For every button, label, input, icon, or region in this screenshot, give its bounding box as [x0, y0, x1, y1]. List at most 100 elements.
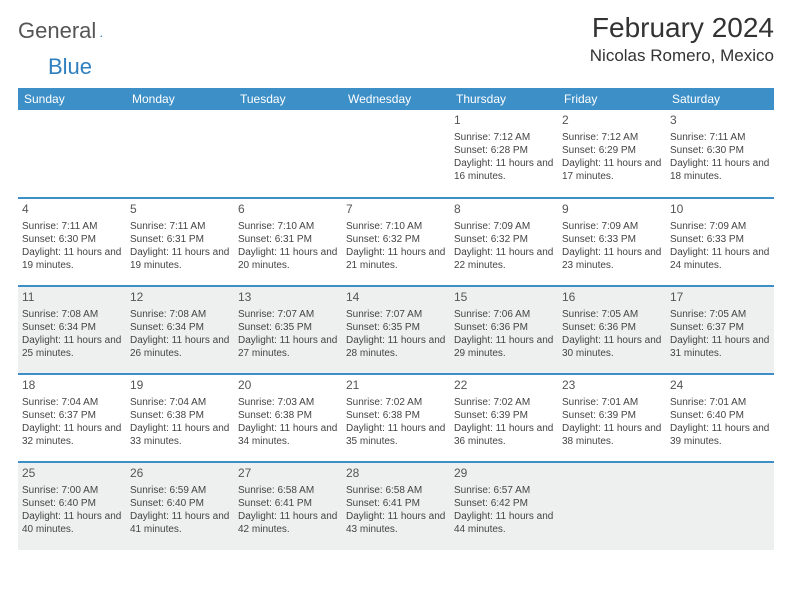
day-number: 25 — [22, 466, 122, 482]
sunset-text: Sunset: 6:36 PM — [454, 321, 554, 334]
daylight-text: Daylight: 11 hours and 29 minutes. — [454, 334, 554, 360]
daylight-text: Daylight: 11 hours and 20 minutes. — [238, 246, 338, 272]
sunset-text: Sunset: 6:37 PM — [22, 409, 122, 422]
daylight-text: Daylight: 11 hours and 21 minutes. — [346, 246, 446, 272]
calendar-cell — [342, 110, 450, 198]
daylight-text: Daylight: 11 hours and 26 minutes. — [130, 334, 230, 360]
sunrise-text: Sunrise: 7:09 AM — [670, 220, 770, 233]
weekday-header: Monday — [126, 88, 234, 110]
sunrise-text: Sunrise: 7:09 AM — [562, 220, 662, 233]
sunset-text: Sunset: 6:42 PM — [454, 497, 554, 510]
calendar-cell: 17Sunrise: 7:05 AMSunset: 6:37 PMDayligh… — [666, 286, 774, 374]
day-number: 9 — [562, 202, 662, 218]
calendar-cell: 11Sunrise: 7:08 AMSunset: 6:34 PMDayligh… — [18, 286, 126, 374]
day-number: 16 — [562, 290, 662, 306]
sunset-text: Sunset: 6:31 PM — [238, 233, 338, 246]
sunset-text: Sunset: 6:28 PM — [454, 144, 554, 157]
logo: General — [18, 18, 120, 44]
calendar-cell: 5Sunrise: 7:11 AMSunset: 6:31 PMDaylight… — [126, 198, 234, 286]
sunrise-text: Sunrise: 7:12 AM — [562, 131, 662, 144]
daylight-text: Daylight: 11 hours and 43 minutes. — [346, 510, 446, 536]
sunset-text: Sunset: 6:38 PM — [346, 409, 446, 422]
day-number: 5 — [130, 202, 230, 218]
sunrise-text: Sunrise: 6:58 AM — [238, 484, 338, 497]
calendar-row: 1 Sunrise: 7:12 AM Sunset: 6:28 PM Daylight… — [18, 110, 774, 198]
day-number: 14 — [346, 290, 446, 306]
sunset-text: Sunset: 6:32 PM — [346, 233, 446, 246]
daylight-text: Daylight: 11 hours and 42 minutes. — [238, 510, 338, 536]
daylight-text: Daylight: 11 hours and 31 minutes. — [670, 334, 770, 360]
sunrise-text: Sunrise: 7:01 AM — [670, 396, 770, 409]
daylight-text: Daylight: 11 hours and 30 minutes. — [562, 334, 662, 360]
sunset-text: Sunset: 6:40 PM — [130, 497, 230, 510]
sunrise-text: Sunrise: 7:07 AM — [238, 308, 338, 321]
daylight-text: Daylight: 11 hours and 38 minutes. — [562, 422, 662, 448]
day-number: 7 — [346, 202, 446, 218]
calendar-cell: 7 Sunrise: 7:10 AMSunset: 6:32 PMDaylight… — [342, 198, 450, 286]
daylight-text: Daylight: 11 hours and 35 minutes. — [346, 422, 446, 448]
daylight-text: Daylight: 11 hours and 41 minutes. — [130, 510, 230, 536]
sunset-text: Sunset: 6:38 PM — [130, 409, 230, 422]
daylight-text: Daylight: 11 hours and 34 minutes. — [238, 422, 338, 448]
sunrise-text: Sunrise: 7:10 AM — [238, 220, 338, 233]
calendar-cell: 29Sunrise: 6:57 AMSunset: 6:42 PMDayligh… — [450, 462, 558, 550]
calendar-cell: 23Sunrise: 7:01 AMSunset: 6:39 PMDayligh… — [558, 374, 666, 462]
day-number: 17 — [670, 290, 770, 306]
calendar-cell: 14Sunrise: 7:07 AMSunset: 6:35 PMDayligh… — [342, 286, 450, 374]
sunrise-text: Sunrise: 7:00 AM — [22, 484, 122, 497]
day-number: 26 — [130, 466, 230, 482]
calendar-cell: 22Sunrise: 7:02 AMSunset: 6:39 PMDayligh… — [450, 374, 558, 462]
calendar-cell — [18, 110, 126, 198]
calendar-cell: 20Sunrise: 7:03 AMSunset: 6:38 PMDayligh… — [234, 374, 342, 462]
day-number: 28 — [346, 466, 446, 482]
sunrise-text: Sunrise: 7:11 AM — [670, 131, 770, 144]
sunrise-text: Sunrise: 7:04 AM — [22, 396, 122, 409]
sunrise-text: Sunrise: 7:05 AM — [562, 308, 662, 321]
daylight-text: Daylight: 11 hours and 23 minutes. — [562, 246, 662, 272]
sunset-text: Sunset: 6:37 PM — [670, 321, 770, 334]
sunset-text: Sunset: 6:33 PM — [562, 233, 662, 246]
calendar-cell: 12Sunrise: 7:08 AMSunset: 6:34 PMDayligh… — [126, 286, 234, 374]
daylight-text: Daylight: 11 hours and 17 minutes. — [562, 157, 662, 183]
sunrise-text: Sunrise: 7:09 AM — [454, 220, 554, 233]
sunrise-text: Sunrise: 7:04 AM — [130, 396, 230, 409]
sail-icon — [100, 24, 102, 38]
daylight-text: Daylight: 11 hours and 25 minutes. — [22, 334, 122, 360]
sunrise-text: Sunrise: 7:02 AM — [346, 396, 446, 409]
calendar-cell: 4Sunrise: 7:11 AMSunset: 6:30 PMDaylight… — [18, 198, 126, 286]
month-title: February 2024 — [590, 12, 774, 44]
calendar-cell: 2Sunrise: 7:12 AMSunset: 6:29 PMDaylight… — [558, 110, 666, 198]
sunrise-text: Sunrise: 6:58 AM — [346, 484, 446, 497]
calendar-cell: 19Sunrise: 7:04 AMSunset: 6:38 PMDayligh… — [126, 374, 234, 462]
sunrise-text: Sunrise: 7:08 AM — [22, 308, 122, 321]
calendar-cell: 15Sunrise: 7:06 AMSunset: 6:36 PMDayligh… — [450, 286, 558, 374]
sunset-text: Sunset: 6:30 PM — [670, 144, 770, 157]
daylight-text: Daylight: 11 hours and 19 minutes. — [130, 246, 230, 272]
calendar-table: Sunday Monday Tuesday Wednesday Thursday… — [18, 88, 774, 550]
calendar-cell — [126, 110, 234, 198]
calendar-cell: 27Sunrise: 6:58 AMSunset: 6:41 PMDayligh… — [234, 462, 342, 550]
daylight-text: Daylight: 11 hours and 18 minutes. — [670, 157, 770, 183]
calendar-cell: 28Sunrise: 6:58 AMSunset: 6:41 PMDayligh… — [342, 462, 450, 550]
day-number: 10 — [670, 202, 770, 218]
calendar-cell: 3Sunrise: 7:11 AMSunset: 6:30 PMDaylight… — [666, 110, 774, 198]
sunset-text: Sunset: 6:34 PM — [130, 321, 230, 334]
calendar-cell: 1Sunrise: 7:12 AMSunset: 6:28 PMDaylight… — [450, 110, 558, 198]
sunset-text: Sunset: 6:32 PM — [454, 233, 554, 246]
calendar-cell: 16Sunrise: 7:05 AMSunset: 6:36 PMDayligh… — [558, 286, 666, 374]
sunset-text: Sunset: 6:41 PM — [238, 497, 338, 510]
calendar-cell: 13Sunrise: 7:07 AMSunset: 6:35 PMDayligh… — [234, 286, 342, 374]
daylight-text: Daylight: 11 hours and 24 minutes. — [670, 246, 770, 272]
sunrise-text: Sunrise: 7:02 AM — [454, 396, 554, 409]
day-number: 24 — [670, 378, 770, 394]
logo-text-part1: General — [18, 18, 96, 44]
sunrise-text: Sunrise: 7:11 AM — [130, 220, 230, 233]
day-number: 11 — [22, 290, 122, 306]
weekday-header: Tuesday — [234, 88, 342, 110]
daylight-text: Daylight: 11 hours and 36 minutes. — [454, 422, 554, 448]
sunrise-text: Sunrise: 7:10 AM — [346, 220, 446, 233]
day-number: 19 — [130, 378, 230, 394]
day-number: 1 — [454, 113, 554, 129]
weekday-header: Friday — [558, 88, 666, 110]
calendar-row: 18Sunrise: 7:04 AMSunset: 6:37 PMDayligh… — [18, 374, 774, 462]
